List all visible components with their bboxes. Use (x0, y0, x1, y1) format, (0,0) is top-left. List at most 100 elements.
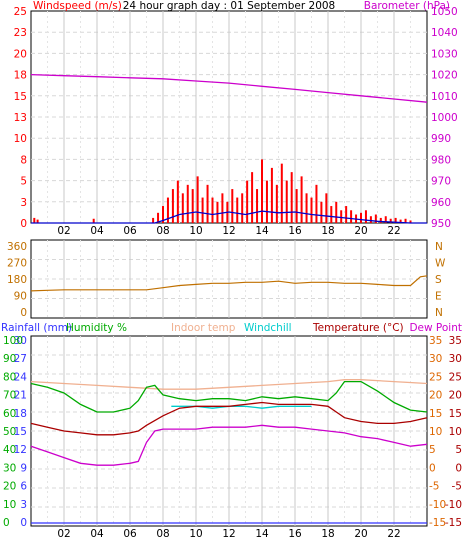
x-tick-label: 16 (288, 225, 302, 237)
dew-point-label: Dew Point (409, 322, 462, 334)
barometer-axis: 1050 1040 1030 1020 1010 1000 990 980 970 960 950 (431, 6, 458, 230)
wind-gust-bar (176, 180, 179, 223)
wind-gust-bar (201, 197, 204, 223)
tick-label: 6 (20, 481, 27, 493)
tick-label: 180 (7, 274, 27, 286)
tick-label: 1040 (431, 27, 458, 39)
tick-label: -15 (445, 517, 462, 529)
wind-gust-bar (290, 172, 293, 223)
tick-label: 21 (14, 390, 27, 402)
tick-label: 990 (431, 133, 451, 145)
tick-label: 5 (20, 176, 27, 188)
wind-gust-bar (285, 180, 288, 223)
wind-gust-bar (241, 193, 244, 223)
tick-label: 18 (14, 408, 27, 420)
tick-label: 10 (3, 499, 16, 511)
wind-gust-bar (265, 180, 268, 223)
tick-label: 1010 (431, 91, 458, 103)
tick-label: 100 (3, 335, 23, 347)
wind-gust-bar (295, 189, 298, 223)
tick-label: -10 (445, 499, 462, 511)
tick-label: -5 (452, 481, 462, 493)
wind-gust-bar (350, 210, 353, 223)
temperature-grid (31, 336, 427, 526)
tick-label: 40 (3, 444, 16, 456)
wind-gust-bar (394, 217, 397, 223)
tick-label: 0 (20, 218, 27, 230)
tick-label: 360 (7, 241, 27, 253)
tick-label: 0 (20, 307, 27, 319)
tick-label: -5 (429, 481, 439, 493)
wind-gust-bar (364, 210, 367, 223)
tick-label: 60 (3, 408, 16, 420)
tick-label: 25 (449, 371, 462, 383)
tick-label: 15 (14, 91, 27, 103)
wind-gust-bar (325, 193, 328, 223)
wind-gust-bar (33, 217, 36, 223)
x-tick-label: 18 (321, 528, 334, 540)
tick-label: 15 (429, 408, 442, 420)
wind-gust-bar (236, 197, 239, 223)
wind-gust-bar (186, 184, 189, 223)
tick-label: 20 (429, 390, 442, 402)
wind-gust-bar (270, 167, 273, 223)
windspeed-line (31, 210, 427, 224)
wind-gust-bar (404, 218, 407, 223)
x-tick-label: 18 (321, 225, 334, 237)
tick-label: 90 (3, 353, 16, 365)
tick-label: 1030 (431, 48, 458, 60)
wind-gust-bar (310, 197, 313, 223)
wind-gust-bar (36, 219, 39, 223)
tick-label: 90 (14, 291, 27, 303)
tick-label: 270 (7, 258, 27, 270)
wind-gust-bar (231, 189, 234, 223)
wind-gust-bar (384, 216, 387, 223)
wind-barometer-series (30, 73, 428, 224)
temperature-axis: 35 30 25 20 15 10 5 0 -5 -10 -15 (445, 335, 462, 529)
x-tick-label: 08 (156, 528, 169, 540)
wind-gust-bar (157, 212, 160, 223)
temperature-panel: Rainfall (mm) Humidity % Indoor temp Win… (1, 322, 462, 540)
humidity-line (30, 380, 428, 413)
temperature-label: Temperature (°C) (312, 322, 404, 334)
tick-label: 5 (429, 444, 436, 456)
x-tick-label: 02 (57, 225, 70, 237)
wind-gust-bar (221, 193, 224, 223)
wind-gust-bar (389, 218, 392, 223)
wind-gust-bar (166, 197, 169, 223)
tick-label: 1050 (431, 6, 458, 18)
wind-gust-bar (320, 201, 323, 223)
x-tick-label: 14 (255, 528, 269, 540)
tick-label: S (435, 274, 442, 286)
x-tick-label: 12 (222, 528, 235, 540)
tick-label: 20 (449, 390, 462, 402)
tick-label: 30 (449, 353, 462, 365)
tick-label: 35 (429, 335, 442, 347)
dew-point-line (30, 424, 428, 466)
wind-gust-bar (92, 218, 95, 223)
x-tick-label: 06 (123, 528, 137, 540)
tick-label: 50 (3, 426, 16, 438)
tick-label: 24 (14, 371, 28, 383)
x-tick-label: 04 (90, 225, 104, 237)
tick-label: 12 (14, 444, 27, 456)
x-tick-label: 20 (354, 225, 367, 237)
wind-gust-bar (152, 217, 155, 223)
tick-label: 9 (20, 462, 27, 474)
tick-label: 30 (3, 462, 16, 474)
tick-label: 20 (3, 481, 16, 493)
wind-gust-bar (280, 163, 283, 223)
x-tick-label: 16 (288, 528, 302, 540)
wind-barometer-x-axis: 02 04 06 08 10 12 14 16 18 20 22 (57, 225, 400, 237)
tick-label: 23 (14, 27, 27, 39)
x-tick-label: 22 (387, 225, 400, 237)
temperature-x-axis: 02 04 06 08 10 12 14 16 18 20 22 (57, 528, 400, 540)
wind-direction-degrees-axis: 360 270 180 90 0 (7, 241, 27, 319)
tick-label: 25 (429, 371, 442, 383)
tick-label: 980 (431, 154, 451, 166)
tick-label: N (435, 241, 443, 253)
